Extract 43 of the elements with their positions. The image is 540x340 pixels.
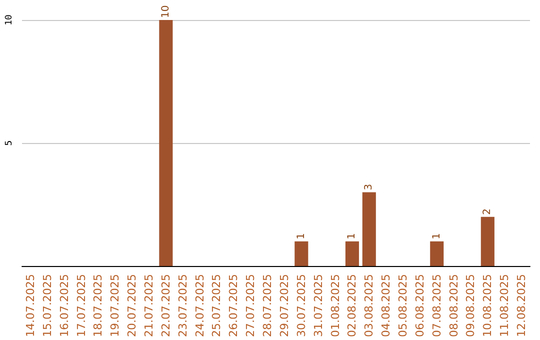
x-tick-label: 11.08.2025: [498, 274, 512, 338]
x-tick-label: 27.07.2025: [244, 274, 258, 338]
bar: [294, 241, 308, 266]
data-label: 2: [482, 208, 494, 215]
x-tick-label: 20.07.2025: [126, 274, 139, 338]
data-label: 1: [346, 233, 358, 240]
x-tick-label: 06.08.2025: [413, 274, 426, 338]
x-tick-label: 24.07.2025: [193, 274, 206, 338]
data-label: 1: [431, 233, 442, 240]
bar: [159, 20, 173, 266]
x-tick-label: 28.07.2025: [261, 274, 274, 338]
x-tick-label: 01.08.2025: [328, 274, 342, 338]
x-tick-label: 02.08.2025: [346, 274, 359, 338]
x-tick-label: 29.07.2025: [278, 274, 291, 338]
x-tick-label: 14.07.2025: [24, 274, 37, 338]
x-tick-label: 30.07.2025: [294, 274, 308, 338]
data-label: 1: [296, 233, 307, 240]
bar: [362, 192, 376, 266]
x-tick-label: 26.07.2025: [227, 274, 240, 338]
y-tick-label: 5: [4, 140, 14, 146]
x-tick-label: 21.07.2025: [142, 274, 156, 338]
x-tick-label: 19.07.2025: [108, 274, 122, 338]
x-tick-label: 10.08.2025: [481, 274, 494, 338]
x-tick-label: 17.07.2025: [74, 274, 88, 338]
x-tick-label: 22.07.2025: [159, 274, 172, 338]
x-tick-label: 05.08.2025: [396, 274, 410, 338]
x-tick-label: 09.08.2025: [464, 274, 478, 338]
x-tick-label: 03.08.2025: [362, 274, 376, 338]
x-tick-label: 31.07.2025: [312, 274, 325, 338]
bar: [345, 241, 359, 266]
x-tick-label: 04.08.2025: [380, 274, 393, 338]
x-tick-label: 23.07.2025: [176, 274, 190, 338]
data-label: 3: [364, 184, 375, 190]
data-label: 10: [160, 5, 172, 18]
x-tick-label: 16.07.2025: [58, 274, 71, 338]
x-tick-label: 18.07.2025: [92, 274, 105, 338]
bar: [480, 216, 494, 266]
x-tick-label: 08.08.2025: [447, 274, 460, 338]
x-tick-label: 12.08.2025: [515, 274, 528, 338]
x-tick-label: 25.07.2025: [210, 274, 224, 338]
bar: [430, 241, 444, 266]
x-tick-label: 15.07.2025: [40, 274, 54, 338]
x-tick-label: 07.08.2025: [430, 274, 444, 338]
